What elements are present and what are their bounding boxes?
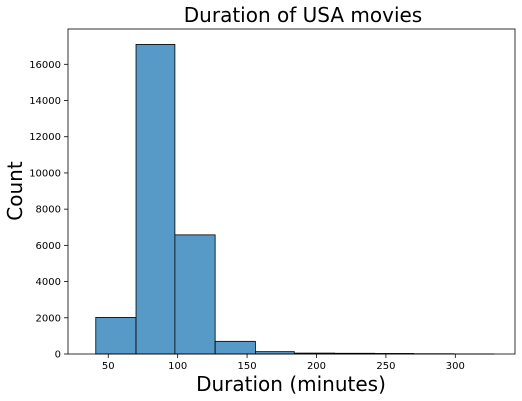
- y-tick-label: 2000: [36, 313, 61, 324]
- y-tick-label: 6000: [36, 241, 61, 252]
- y-tick-label: 0: [55, 350, 61, 361]
- x-tick-label: 100: [168, 361, 187, 372]
- bars-layer: [95, 43, 495, 355]
- x-tick-label: 250: [376, 361, 395, 372]
- histogram-bar-1: [95, 317, 137, 355]
- y-tick-label: 8000: [36, 205, 61, 216]
- x-axis-ticks: 50 100 150 200 250 300: [102, 354, 465, 372]
- histogram-bar-3: [174, 234, 216, 355]
- y-tick-label: 10000: [29, 168, 61, 179]
- x-tick-label: 150: [238, 361, 257, 372]
- plot-frame: [67, 28, 516, 355]
- y-tick-label: 12000: [29, 132, 61, 143]
- x-tick-label: 300: [446, 361, 465, 372]
- y-tick-label: 4000: [36, 277, 61, 288]
- chart-title: Duration of USA movies: [184, 3, 422, 27]
- y-tick-label: 16000: [29, 60, 61, 71]
- histogram-bar-2: [135, 43, 176, 355]
- y-axis-ticks: 0 2000 4000 6000 8000 10000 12000 14000 16000: [29, 60, 68, 361]
- x-tick-label: 50: [102, 361, 115, 372]
- x-axis-label: Duration (minutes): [196, 372, 386, 396]
- y-tick-label: 14000: [29, 96, 61, 107]
- histogram-bar-4: [214, 340, 256, 355]
- y-axis-label: Count: [3, 161, 27, 221]
- x-tick-label: 200: [307, 361, 326, 372]
